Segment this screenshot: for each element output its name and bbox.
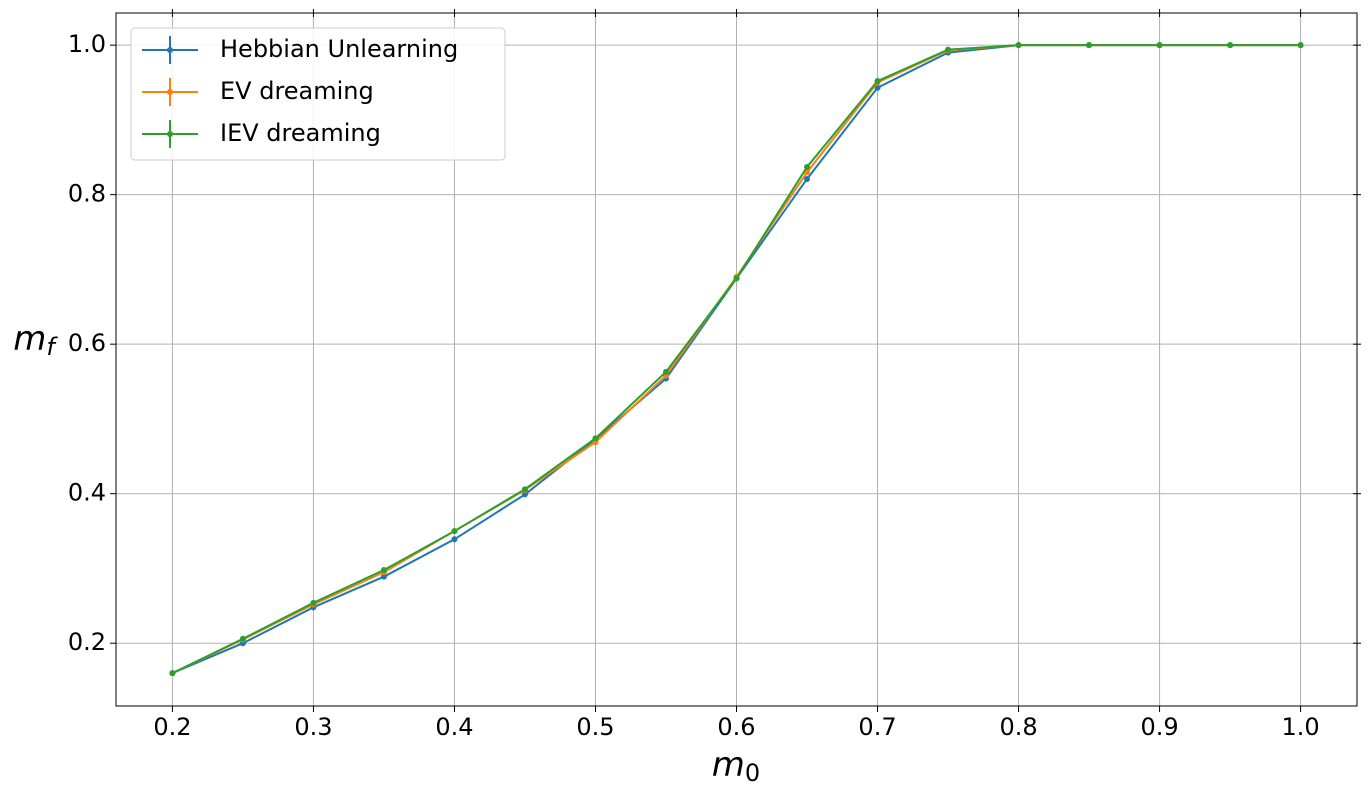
point bbox=[521, 486, 528, 493]
point bbox=[169, 670, 176, 677]
legend-marker bbox=[167, 47, 173, 53]
x-axis-label-base: m bbox=[712, 745, 745, 785]
point bbox=[1297, 42, 1304, 49]
x-tick-label: 0.7 bbox=[858, 713, 896, 741]
point bbox=[1156, 42, 1163, 49]
point bbox=[1227, 42, 1234, 49]
point bbox=[592, 435, 599, 442]
point bbox=[521, 491, 528, 498]
x-tick-label: 0.8 bbox=[999, 713, 1037, 741]
x-tick-label: 1.0 bbox=[1282, 713, 1320, 741]
point bbox=[804, 175, 811, 182]
point bbox=[1086, 42, 1093, 49]
y-axis-label-base: m bbox=[13, 319, 46, 359]
point bbox=[945, 46, 952, 53]
x-tick-label: 0.3 bbox=[294, 713, 332, 741]
x-tick-label: 0.2 bbox=[153, 713, 191, 741]
x-axis-label: m0 bbox=[712, 745, 760, 788]
point bbox=[874, 84, 881, 91]
point bbox=[310, 599, 317, 606]
legend-label: Hebbian Unlearning bbox=[220, 35, 458, 63]
point bbox=[380, 566, 387, 573]
point bbox=[451, 528, 458, 535]
x-tick-label: 0.5 bbox=[576, 713, 614, 741]
legend-marker bbox=[167, 89, 173, 95]
legend-label: EV dreaming bbox=[220, 77, 374, 105]
point bbox=[239, 635, 246, 642]
y-tick-label: 0.2 bbox=[68, 628, 106, 656]
point bbox=[1015, 42, 1022, 49]
y-axis-label-sub: f bbox=[46, 333, 58, 361]
x-tick-label: 0.4 bbox=[435, 713, 473, 741]
point bbox=[380, 573, 387, 580]
x-axis-label-sub: 0 bbox=[745, 759, 760, 787]
y-axis-label: mf bbox=[13, 319, 58, 362]
x-tick-label: 0.9 bbox=[1140, 713, 1178, 741]
plot-frame bbox=[115, 12, 1358, 707]
y-tick-label: 1.0 bbox=[68, 30, 106, 58]
x-tick-label: 0.6 bbox=[717, 713, 755, 741]
legend-label: IEV dreaming bbox=[220, 119, 381, 147]
y-tick-label: 0.6 bbox=[68, 329, 106, 357]
y-tick-label: 0.8 bbox=[68, 180, 106, 208]
point bbox=[451, 536, 458, 543]
legend-box bbox=[130, 27, 506, 161]
legend-marker bbox=[167, 131, 173, 137]
point bbox=[874, 78, 881, 85]
point bbox=[804, 164, 811, 170]
point bbox=[662, 368, 669, 375]
point bbox=[733, 275, 740, 282]
y-tick-label: 0.4 bbox=[68, 479, 106, 507]
